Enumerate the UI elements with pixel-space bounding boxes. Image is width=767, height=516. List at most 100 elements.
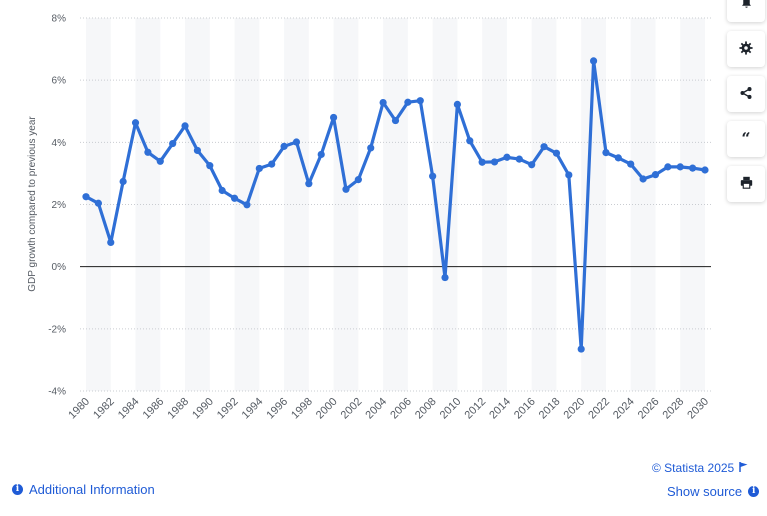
x-tick-label: 1984 — [116, 396, 142, 422]
data-point[interactable] — [169, 139, 177, 148]
column-band — [531, 18, 557, 391]
column-band — [135, 18, 161, 391]
data-point[interactable] — [255, 164, 263, 173]
settings-button[interactable] — [727, 31, 765, 67]
info-icon: i — [748, 486, 760, 497]
data-point[interactable] — [367, 144, 375, 152]
x-tick-label: 2000 — [314, 396, 340, 422]
data-point[interactable] — [565, 171, 573, 179]
print-icon — [740, 176, 753, 192]
quote-icon: “ — [741, 129, 751, 148]
data-point[interactable] — [317, 150, 325, 159]
x-tick-label: 2006 — [388, 396, 414, 422]
x-tick-label: 2022 — [586, 396, 612, 422]
x-tick-label: 2004 — [363, 396, 389, 422]
data-point[interactable] — [218, 186, 226, 195]
data-point[interactable] — [107, 238, 115, 247]
share-button[interactable] — [727, 76, 765, 112]
x-tick-label: 1998 — [289, 396, 315, 422]
info-icon: i — [12, 484, 23, 495]
data-point[interactable] — [676, 163, 684, 171]
data-point[interactable] — [453, 100, 461, 109]
data-point[interactable] — [528, 161, 536, 169]
x-tick-label: 2016 — [512, 396, 538, 422]
data-point[interactable] — [342, 185, 350, 193]
data-point[interactable] — [577, 345, 585, 353]
statista-copyright[interactable]: © Statista 2025 — [652, 461, 748, 475]
data-point[interactable] — [466, 137, 474, 145]
x-tick-label: 2024 — [611, 396, 637, 422]
data-point[interactable] — [206, 162, 214, 170]
data-point[interactable] — [627, 160, 635, 168]
x-tick-label: 1982 — [91, 396, 117, 422]
y-axis-title: GDP growth compared to previous year — [27, 116, 38, 292]
data-point[interactable] — [379, 98, 387, 107]
x-tick-label: 2012 — [462, 396, 488, 422]
data-point[interactable] — [478, 158, 486, 166]
data-point[interactable] — [82, 193, 90, 201]
data-point[interactable] — [305, 180, 313, 188]
y-tick-label: -2% — [48, 324, 66, 335]
x-tick-label: 2018 — [537, 396, 563, 422]
data-point[interactable] — [243, 201, 251, 209]
additional-information-link[interactable]: i Additional Information — [12, 482, 155, 497]
x-tick-label: 1990 — [190, 396, 216, 422]
x-tick-label: 2028 — [661, 396, 687, 422]
data-point[interactable] — [193, 146, 202, 155]
y-axis-tick-labels: 8% 6% 4% 2% 0% -2% -4% — [48, 14, 66, 398]
data-point[interactable] — [503, 153, 511, 161]
data-point[interactable] — [639, 175, 647, 183]
data-point[interactable] — [94, 199, 102, 207]
data-point[interactable] — [330, 113, 338, 122]
data-point[interactable] — [119, 177, 127, 186]
x-tick-label: 2002 — [339, 396, 365, 422]
notification-button[interactable] — [727, 0, 765, 22]
cite-button[interactable]: “ — [727, 121, 765, 157]
data-point[interactable] — [515, 155, 523, 163]
copyright-text: © Statista 2025 — [652, 461, 735, 475]
data-point[interactable] — [614, 154, 622, 162]
x-tick-label: 1986 — [141, 396, 167, 422]
y-tick-label: 2% — [52, 200, 67, 211]
data-point[interactable] — [354, 176, 362, 184]
x-tick-label: 2026 — [636, 396, 662, 422]
data-point[interactable] — [416, 97, 424, 105]
x-tick-label: 2030 — [685, 396, 711, 422]
data-point[interactable] — [292, 138, 301, 146]
data-point[interactable] — [268, 160, 276, 168]
x-tick-label: 1980 — [66, 396, 92, 422]
series-gdp-growth — [82, 57, 709, 353]
show-source-link[interactable]: Show source i — [667, 484, 760, 499]
show-source-label: Show source — [667, 484, 743, 499]
data-point[interactable] — [441, 273, 449, 282]
data-point[interactable] — [589, 57, 598, 65]
data-point[interactable] — [664, 163, 672, 171]
data-point[interactable] — [689, 164, 697, 172]
print-button[interactable] — [727, 166, 765, 202]
data-point[interactable] — [490, 158, 499, 166]
y-tick-label: 8% — [52, 14, 67, 25]
data-point[interactable] — [540, 143, 548, 151]
data-point[interactable] — [280, 142, 288, 150]
x-tick-label: 1992 — [215, 396, 241, 422]
x-tick-label: 2014 — [487, 396, 513, 422]
data-point[interactable] — [391, 116, 400, 125]
data-point[interactable] — [701, 166, 709, 174]
data-point[interactable] — [429, 172, 437, 180]
x-tick-label: 2020 — [562, 396, 588, 422]
data-point[interactable] — [552, 149, 561, 157]
data-point[interactable] — [230, 194, 239, 202]
data-point[interactable] — [181, 122, 189, 130]
data-point[interactable] — [404, 98, 412, 106]
x-tick-label: 1996 — [264, 396, 290, 422]
y-tick-label: 4% — [52, 138, 67, 149]
data-point[interactable] — [144, 148, 152, 156]
x-tick-label: 1988 — [165, 396, 191, 422]
y-tick-label: -4% — [48, 387, 66, 398]
column-band — [333, 18, 359, 391]
data-point[interactable] — [651, 171, 660, 179]
x-axis-tick-labels: 1980198219841986198819901992199419961998… — [66, 396, 711, 422]
data-point[interactable] — [131, 119, 140, 127]
data-point[interactable] — [602, 148, 610, 157]
data-point[interactable] — [156, 157, 164, 165]
